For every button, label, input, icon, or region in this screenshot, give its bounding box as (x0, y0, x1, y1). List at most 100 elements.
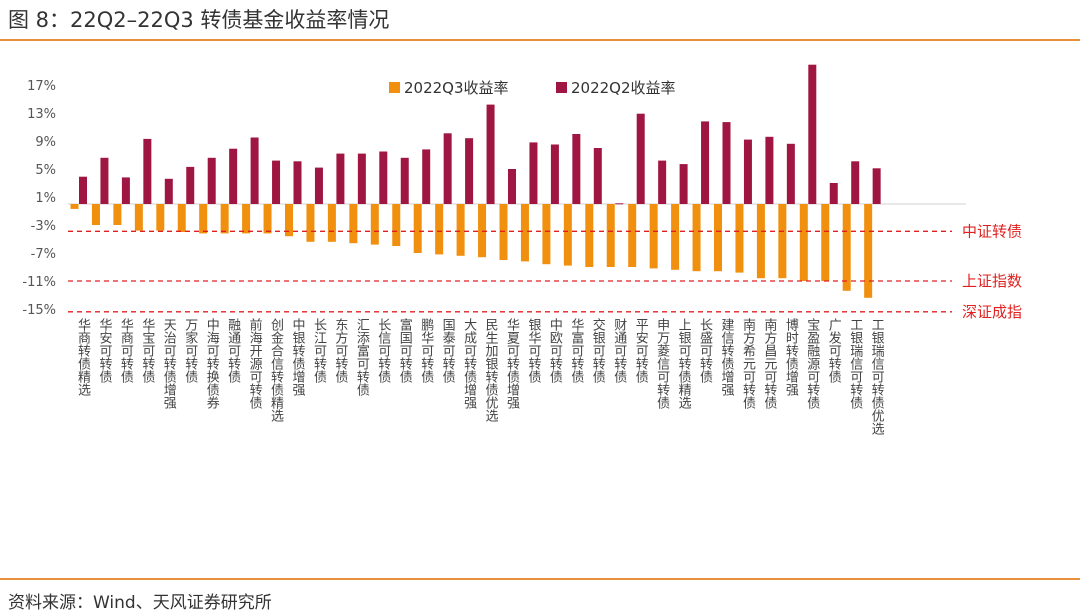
bar-q3 (327, 204, 336, 242)
x-category-label: 中海可转换债券 (204, 318, 220, 409)
x-category-label: 广发可转债 (826, 318, 842, 383)
bar-q3 (413, 204, 422, 253)
bar-q2 (357, 153, 366, 204)
bar-q2 (679, 164, 688, 204)
bar-q3 (606, 204, 615, 267)
bar-q3 (156, 204, 165, 231)
bar-q3 (628, 204, 637, 267)
bar-q2 (593, 148, 602, 204)
x-category-label: 建信转债增强 (719, 318, 735, 397)
y-tick-label: -7% (31, 247, 56, 262)
bar-q2 (336, 153, 345, 204)
bar-q2 (765, 136, 774, 204)
bar-q2 (121, 177, 130, 204)
x-category-label: 华安可转债 (96, 318, 112, 383)
bar-q2 (701, 121, 710, 204)
bar-q3 (113, 204, 122, 225)
x-category-label: 鹏华可转债 (418, 318, 434, 383)
y-tick-label: 9% (35, 135, 56, 150)
x-category-label: 长盛可转债 (697, 318, 713, 383)
x-category-label: 汇添富可转债 (354, 318, 370, 396)
x-category-label: 创金合信转债精选 (268, 318, 284, 423)
bar-q2 (508, 169, 516, 204)
legend-label-q3: 2022Q3收益率 (404, 79, 509, 97)
bar-q3 (799, 204, 808, 281)
bar-q3 (134, 204, 143, 231)
bar-q3 (714, 204, 722, 272)
bar-q3 (542, 204, 551, 265)
bar-q2 (851, 161, 860, 204)
title-divider (0, 39, 1080, 41)
bar-q2 (379, 151, 388, 204)
bar-q2 (100, 157, 109, 204)
bar-q3 (671, 204, 680, 270)
bar-q3 (349, 204, 358, 244)
bar-q3 (499, 204, 508, 260)
bar-q3 (563, 204, 572, 266)
bars-q3 (70, 204, 873, 298)
x-category-label: 东方可转债 (332, 318, 348, 383)
x-category-label: 宝盈融源可转债 (804, 318, 820, 409)
bar-q3 (478, 204, 487, 258)
bar-q2 (786, 143, 795, 204)
bar-q2 (143, 138, 152, 204)
y-tick-label: 13% (27, 107, 56, 122)
bar-q3 (392, 204, 401, 246)
bar-q3 (585, 204, 594, 267)
bar-q2 (636, 113, 645, 204)
legend-swatch-q2 (556, 82, 567, 93)
x-category-label: 富国可转债 (397, 317, 413, 383)
bar-q3 (242, 204, 251, 234)
category-labels: 华商转债精选 华安可转债 华商可转债 华宝可转债 天治可转债增强 万家可转债 中海可转换债券… (75, 317, 884, 436)
bar-q3 (864, 204, 873, 298)
bar-q3 (842, 204, 851, 291)
bar-q3 (692, 204, 701, 272)
x-category-label: 中银转债增强 (290, 318, 306, 397)
bar-q3 (70, 204, 79, 209)
y-tick-label: 5% (35, 163, 56, 178)
bar-q2 (79, 176, 87, 204)
bar-q3 (177, 204, 186, 232)
x-category-label: 财通可转债 (611, 318, 627, 383)
bar-q2 (872, 168, 881, 204)
footer-divider (0, 578, 1080, 580)
reference-line-label: 深证成指 (962, 303, 1022, 321)
legend-label-q2: 2022Q2收益率 (571, 79, 676, 97)
x-category-label: 长江可转债 (311, 318, 327, 383)
x-category-label: 国泰可转债 (440, 318, 456, 383)
bar-q3 (435, 204, 444, 255)
bar-q2 (422, 149, 431, 204)
reference-line-label: 中证转债 (962, 222, 1022, 240)
x-category-label: 华宝可转债 (139, 318, 155, 383)
x-category-label: 华夏可转债增强 (504, 318, 520, 410)
y-tick-label: -11% (22, 275, 56, 290)
x-category-label: 博时转债增强 (783, 318, 799, 397)
bar-q2 (314, 167, 323, 204)
x-category-label: 工银瑞信可转债 (847, 318, 863, 409)
bar-q2 (293, 161, 302, 204)
page-title: 图 8：22Q2–22Q3 转债基金收益率情况 (8, 8, 390, 32)
bar-q2 (443, 133, 452, 204)
bar-q2 (400, 157, 409, 204)
x-category-label: 万家可转债 (182, 318, 198, 383)
bar-q3 (91, 204, 100, 225)
x-category-label: 长信可转债 (375, 318, 391, 383)
bar-q3 (306, 204, 315, 242)
source-note: 资料来源：Wind、天风证券研究所 (8, 593, 272, 613)
bar-q3 (520, 204, 529, 262)
bar-q3 (199, 204, 208, 234)
x-category-label: 华商可转债 (118, 318, 133, 383)
bar-q3 (778, 204, 787, 279)
bar-q2 (272, 160, 281, 204)
x-category-label: 交银可转债 (590, 317, 606, 383)
bar-q2 (722, 122, 731, 204)
x-category-label: 申万菱信可转债 (654, 318, 670, 409)
x-category-label: 工银瑞信可转债优选 (869, 318, 885, 436)
legend: 2022Q3收益率 2022Q2收益率 (389, 79, 676, 97)
bars-q2 (79, 64, 881, 205)
bar-q2 (743, 139, 752, 204)
x-category-label: 平安可转债 (633, 318, 649, 383)
bar-q3 (263, 204, 272, 234)
bar-q3 (735, 204, 744, 273)
